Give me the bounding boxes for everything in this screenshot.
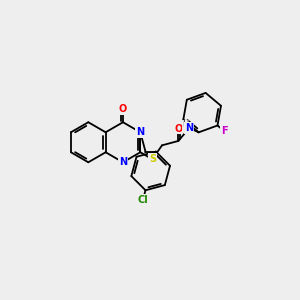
Text: Cl: Cl <box>137 195 148 205</box>
Text: F: F <box>221 126 228 136</box>
Text: S: S <box>149 154 156 164</box>
Text: N: N <box>119 157 127 167</box>
Text: O: O <box>119 104 127 114</box>
Text: N: N <box>185 123 193 133</box>
Text: N: N <box>136 127 144 137</box>
Text: O: O <box>174 124 182 134</box>
Text: H: H <box>182 120 189 129</box>
